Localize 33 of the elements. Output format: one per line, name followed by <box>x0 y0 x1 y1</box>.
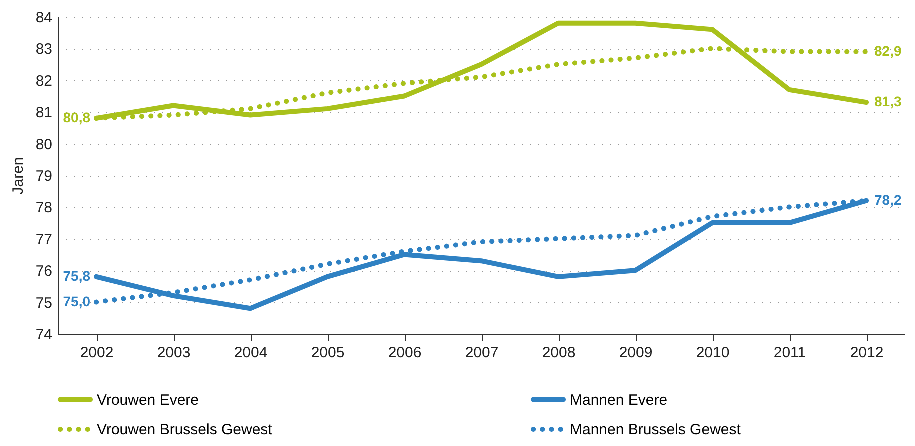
x-tick-label: 2009 <box>619 344 653 362</box>
x-tick-label: 2011 <box>774 344 806 362</box>
x-tick-label: 2010 <box>696 344 730 362</box>
x-tick-label: 2006 <box>388 344 422 362</box>
data-label: 80,8 <box>63 109 91 126</box>
data-label: 82,9 <box>874 42 902 59</box>
legend-label: Vrouwen Evere <box>97 392 199 409</box>
y-axis-title: Jaren <box>10 157 27 195</box>
y-tick-label: 80 <box>36 136 52 154</box>
data-label: 78,2 <box>874 192 902 208</box>
x-tick-label: 2007 <box>465 344 499 362</box>
legend-label: Mannen Evere <box>570 392 668 409</box>
y-tick-label: 79 <box>36 168 52 185</box>
x-tick-label: 2005 <box>311 344 345 362</box>
y-tick-label: 82 <box>36 72 52 90</box>
x-tick-label: 2003 <box>157 344 191 362</box>
y-tick-label: 77 <box>36 231 52 248</box>
x-tick-label: 2002 <box>80 344 114 362</box>
data-label: 81,3 <box>874 94 902 110</box>
legend-label: Mannen Brussels Gewest <box>570 422 742 438</box>
y-tick-label: 78 <box>36 200 52 217</box>
y-tick-label: 84 <box>36 10 52 26</box>
data-label: 75,8 <box>63 268 91 284</box>
y-tick-label: 74 <box>36 326 52 344</box>
y-tick-label: 76 <box>36 263 52 280</box>
y-tick-label: 83 <box>36 41 52 58</box>
data-label: 75,0 <box>63 293 91 310</box>
x-tick-label: 2004 <box>234 344 268 362</box>
y-tick-label: 75 <box>36 294 52 312</box>
x-tick-label: 2012 <box>850 344 884 362</box>
x-tick-label: 2008 <box>542 344 576 362</box>
y-tick-label: 81 <box>36 104 52 122</box>
legend-label: Vrouwen Brussels Gewest <box>97 422 274 438</box>
